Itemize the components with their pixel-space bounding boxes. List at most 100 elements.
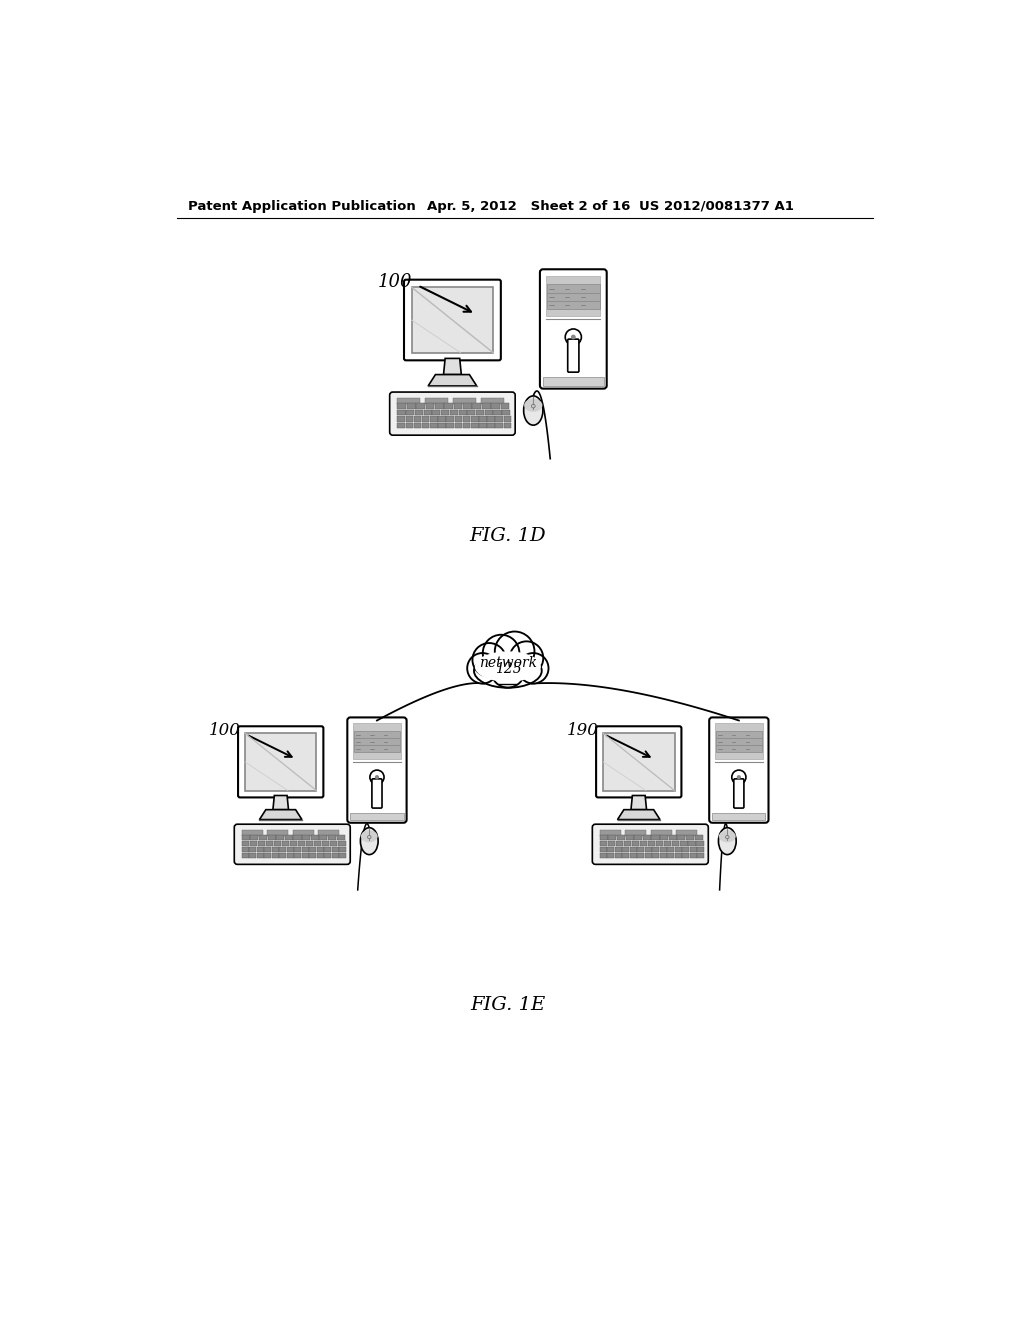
Text: Apr. 5, 2012   Sheet 2 of 16: Apr. 5, 2012 Sheet 2 of 16 <box>427 199 631 213</box>
Bar <box>290 841 297 846</box>
Bar <box>294 846 301 851</box>
Bar <box>267 834 275 840</box>
Bar <box>637 853 644 858</box>
Bar <box>446 416 454 421</box>
Bar <box>322 841 330 846</box>
Bar <box>430 422 437 428</box>
Bar <box>600 841 607 846</box>
Bar <box>672 841 680 846</box>
Circle shape <box>565 329 582 345</box>
Bar <box>694 834 702 840</box>
Bar <box>632 841 639 846</box>
Circle shape <box>370 770 384 784</box>
Bar <box>406 422 413 428</box>
Bar <box>432 409 440 416</box>
Bar <box>422 422 429 428</box>
Bar <box>285 834 293 840</box>
Bar <box>467 409 475 416</box>
Bar <box>680 841 687 846</box>
Bar <box>688 841 695 846</box>
Bar <box>264 846 271 851</box>
Polygon shape <box>273 796 289 809</box>
Bar <box>547 301 600 309</box>
Bar <box>463 403 472 409</box>
Bar <box>350 813 403 820</box>
Bar <box>484 409 493 416</box>
Bar <box>298 841 305 846</box>
Text: 190: 190 <box>567 722 599 739</box>
Bar <box>354 731 400 738</box>
Bar <box>626 834 634 840</box>
Circle shape <box>492 655 524 688</box>
Bar <box>614 846 622 851</box>
Bar <box>716 731 762 738</box>
Bar <box>686 834 694 840</box>
Bar <box>626 830 646 836</box>
Bar <box>306 841 313 846</box>
Bar <box>659 846 667 851</box>
Bar <box>600 834 608 840</box>
Bar <box>444 403 453 409</box>
Bar <box>242 834 250 840</box>
Bar <box>397 399 421 404</box>
Bar <box>453 399 476 404</box>
Bar <box>479 416 486 421</box>
Ellipse shape <box>360 828 378 854</box>
Ellipse shape <box>474 653 542 688</box>
Bar <box>325 853 332 858</box>
Ellipse shape <box>531 404 536 408</box>
Circle shape <box>571 334 575 339</box>
Bar <box>397 422 404 428</box>
Bar <box>309 853 316 858</box>
Bar <box>310 834 318 840</box>
Bar <box>637 846 644 851</box>
Bar <box>257 846 263 851</box>
Bar <box>302 846 309 851</box>
Bar <box>697 846 705 851</box>
Bar <box>614 853 622 858</box>
Bar <box>397 409 406 416</box>
Bar <box>332 853 339 858</box>
Bar <box>397 403 407 409</box>
Bar <box>242 846 249 851</box>
Bar <box>422 416 429 421</box>
Bar <box>652 853 659 858</box>
Bar <box>250 841 257 846</box>
Bar <box>338 841 345 846</box>
Bar <box>630 846 637 851</box>
Bar <box>668 846 674 851</box>
Bar <box>339 846 346 851</box>
Text: network: network <box>479 656 537 669</box>
Bar <box>280 853 286 858</box>
Bar <box>690 846 697 851</box>
FancyBboxPatch shape <box>592 824 709 865</box>
Bar <box>600 846 606 851</box>
Bar <box>623 846 629 851</box>
Bar <box>354 738 400 746</box>
FancyBboxPatch shape <box>372 779 382 808</box>
Bar <box>454 403 463 409</box>
Circle shape <box>510 642 544 675</box>
Bar <box>257 853 263 858</box>
Bar <box>675 846 682 851</box>
Circle shape <box>732 770 745 784</box>
Bar <box>690 853 697 858</box>
Bar <box>664 841 672 846</box>
Bar <box>265 841 273 846</box>
Bar <box>668 853 674 858</box>
Bar <box>652 846 659 851</box>
Bar <box>325 846 332 851</box>
Text: FIG. 1D: FIG. 1D <box>470 527 546 545</box>
Bar <box>337 834 345 840</box>
Bar <box>412 288 494 352</box>
Text: US 2012/0081377 A1: US 2012/0081377 A1 <box>639 199 794 213</box>
Bar <box>316 846 324 851</box>
Bar <box>438 422 445 428</box>
Bar <box>264 853 271 858</box>
Bar <box>280 846 286 851</box>
Bar <box>471 422 478 428</box>
Bar <box>479 422 486 428</box>
Bar <box>607 853 614 858</box>
Bar <box>492 403 500 409</box>
Bar <box>435 403 443 409</box>
